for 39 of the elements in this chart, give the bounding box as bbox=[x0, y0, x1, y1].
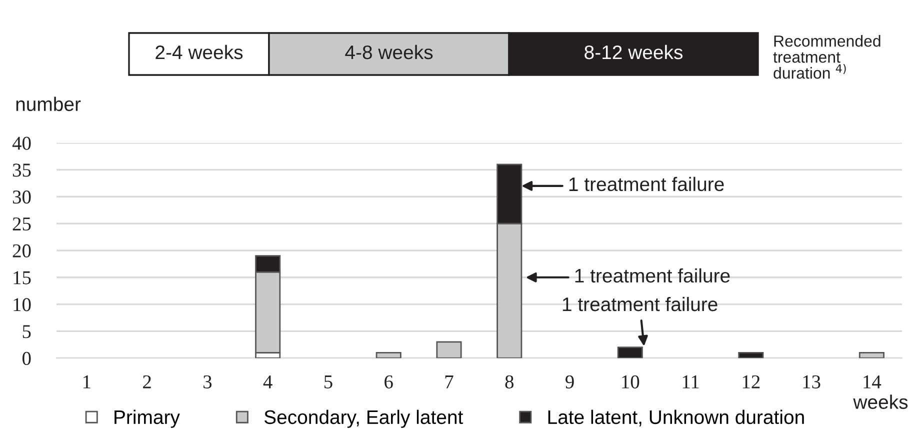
y-tick-label: 30 bbox=[12, 190, 31, 204]
y-tick-label: 25 bbox=[12, 217, 31, 231]
bar bbox=[738, 352, 764, 358]
annotation: 1 treatment failure bbox=[575, 268, 730, 283]
y-tick-label: 35 bbox=[12, 164, 31, 177]
y-axis-title: number bbox=[16, 96, 81, 112]
text: Recommended treatment duration $^{4)}$ bbox=[773, 35, 880, 79]
annotation: 1 treatment failure bbox=[569, 176, 724, 192]
x-tick-label: 14 bbox=[864, 375, 882, 388]
y-tick-label: 40 bbox=[12, 136, 31, 150]
x-tick-label: 12 bbox=[742, 375, 760, 388]
x-tick-label: 4 bbox=[263, 375, 272, 388]
y-tick-label: 0 bbox=[22, 352, 31, 366]
y-tick-label: 10 bbox=[14, 298, 31, 312]
x-tick-label: 5 bbox=[324, 376, 332, 388]
x-tick-label: 3 bbox=[204, 375, 212, 388]
bar bbox=[436, 341, 462, 358]
annotation: 1 treatment failure bbox=[562, 296, 718, 312]
text: 4-8 weeks bbox=[345, 44, 433, 60]
x-tick-label: 7 bbox=[445, 376, 454, 388]
x-tick-label: 8 bbox=[505, 375, 514, 388]
x-tick-label: 2 bbox=[143, 375, 151, 388]
x-tick-label: 9 bbox=[566, 375, 574, 388]
x-tick-label: 11 bbox=[682, 375, 699, 388]
legend-label: Primary bbox=[114, 410, 180, 428]
bar bbox=[858, 352, 884, 358]
y-tick-label: 5 bbox=[22, 325, 31, 338]
text: 2-4 weeks bbox=[156, 44, 243, 60]
x-tick-label: 13 bbox=[803, 375, 820, 388]
y-tick-label: 15 bbox=[14, 271, 31, 284]
legend-label: Secondary, Early latent bbox=[264, 410, 464, 428]
legend-label: Late latent, Unknown duration bbox=[548, 410, 804, 426]
x-tick-label: 6 bbox=[384, 375, 393, 388]
x-tick-label: 10 bbox=[622, 375, 640, 388]
y-tick-label: 20 bbox=[12, 244, 31, 258]
x-tick-label: 1 bbox=[84, 375, 90, 388]
bar bbox=[376, 352, 402, 358]
text: 8-12 weeks bbox=[584, 44, 683, 60]
x-axis-title: weeks bbox=[853, 394, 908, 409]
